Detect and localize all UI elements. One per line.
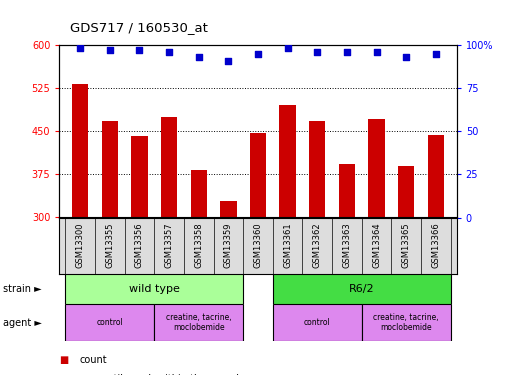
Bar (65, 274, 243, 304)
Bar (190, 170, 207, 217)
Bar (273, 304, 362, 341)
Text: GSM13357: GSM13357 (165, 222, 173, 268)
Bar (273, 274, 451, 304)
Text: control: control (96, 318, 123, 327)
Point (106, 47, 114, 53)
Text: GSM13300: GSM13300 (76, 222, 85, 267)
Text: ■: ■ (59, 374, 69, 375)
Point (224, 57, 233, 63)
Text: GSM13359: GSM13359 (224, 222, 233, 267)
Bar (250, 133, 266, 218)
Bar (72, 84, 88, 218)
Bar (428, 135, 444, 218)
Point (343, 49, 351, 55)
Text: GSM13364: GSM13364 (372, 222, 381, 268)
Text: ■: ■ (59, 355, 69, 365)
Bar (280, 105, 296, 218)
Point (373, 49, 381, 55)
Point (135, 47, 143, 53)
Text: R6/2: R6/2 (349, 284, 375, 294)
Bar (309, 121, 326, 218)
Text: GSM13366: GSM13366 (431, 222, 440, 268)
Point (76, 45, 84, 51)
Text: GSM13361: GSM13361 (283, 222, 292, 268)
Bar (131, 136, 148, 218)
Point (313, 49, 321, 55)
Bar (398, 166, 414, 218)
Text: GSM13363: GSM13363 (343, 222, 351, 268)
Point (254, 51, 262, 57)
Point (402, 54, 410, 60)
Bar (65, 304, 154, 341)
Bar (362, 304, 451, 341)
Text: creatine, tacrine,
moclobemide: creatine, tacrine, moclobemide (166, 313, 232, 332)
Point (195, 54, 203, 60)
Text: agent ►: agent ► (3, 318, 41, 327)
Bar (368, 118, 385, 218)
Text: count: count (80, 355, 108, 365)
Text: control: control (304, 318, 331, 327)
Bar (220, 201, 236, 217)
Bar (339, 164, 355, 218)
Point (432, 51, 440, 57)
Text: GDS717 / 160530_at: GDS717 / 160530_at (70, 21, 207, 34)
Bar (161, 117, 177, 218)
Text: GSM13358: GSM13358 (194, 222, 203, 268)
Text: GSM13360: GSM13360 (253, 222, 263, 268)
Text: GSM13356: GSM13356 (135, 222, 144, 268)
Text: GSM13355: GSM13355 (105, 222, 114, 267)
Bar (154, 304, 243, 341)
Text: strain ►: strain ► (3, 284, 41, 294)
Text: percentile rank within the sample: percentile rank within the sample (80, 374, 245, 375)
Point (283, 45, 292, 51)
Text: wild type: wild type (129, 284, 180, 294)
Text: creatine, tacrine,
moclobemide: creatine, tacrine, moclobemide (374, 313, 439, 332)
Text: GSM13362: GSM13362 (313, 222, 322, 268)
Point (165, 49, 173, 55)
Bar (102, 121, 118, 218)
Text: GSM13365: GSM13365 (402, 222, 411, 268)
